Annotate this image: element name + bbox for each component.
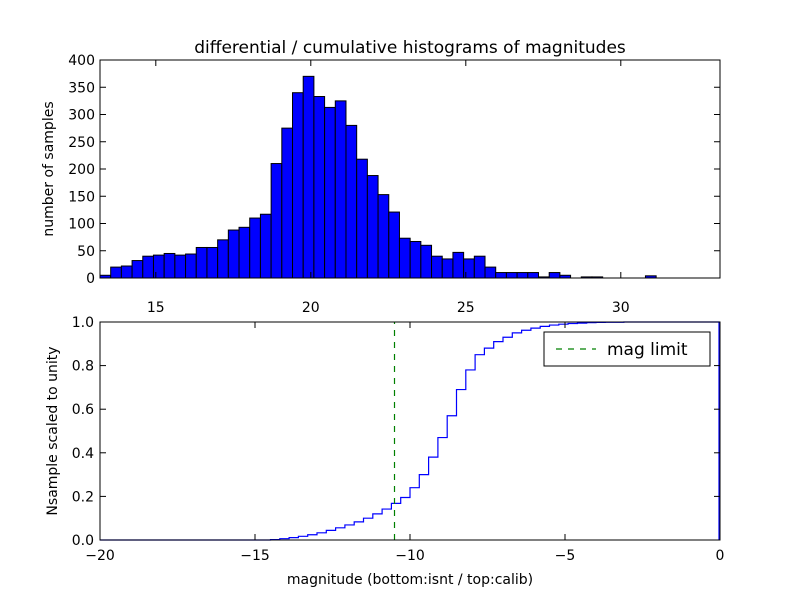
chart-title: differential / cumulative histograms of …	[194, 38, 626, 58]
bottom-x-tick-label: −20	[85, 548, 115, 564]
bottom-x-tick-label: −5	[555, 548, 576, 564]
histogram-bar	[281, 127, 294, 279]
histogram-bar	[441, 258, 454, 279]
histogram-bar	[473, 255, 486, 279]
histogram-bar	[356, 158, 368, 279]
histogram-bar	[409, 240, 422, 279]
top-x-tick-label: 30	[612, 300, 630, 316]
top-y-tick-label: 400	[68, 53, 95, 69]
bottom-x-axis-label: magnitude (bottom:isnt / top:calib)	[287, 572, 533, 588]
histogram-bar	[345, 124, 358, 279]
top-y-tick-label: 250	[68, 135, 95, 151]
histogram-bar	[259, 213, 272, 279]
histogram-bar	[217, 239, 229, 279]
top-y-tick-label: 0	[86, 271, 95, 287]
histogram-bar	[324, 106, 336, 279]
bottom-x-tick-label: 0	[716, 548, 725, 564]
histogram-bar	[152, 254, 165, 279]
histogram-bar	[334, 100, 347, 279]
bottom-y-axis-label: Nsample scaled to unity	[45, 346, 61, 515]
histogram-bar	[195, 246, 208, 279]
histogram-bar	[142, 255, 154, 279]
top-y-tick-label: 100	[68, 217, 95, 233]
histogram-bar	[206, 246, 219, 279]
top-x-tick-label: 15	[147, 300, 165, 316]
legend-label-mag-limit: mag limit	[607, 340, 688, 360]
histogram-bar	[516, 272, 529, 279]
histogram-bar	[377, 194, 390, 279]
histogram-bar	[238, 226, 251, 279]
histogram-bar	[174, 254, 187, 279]
top-y-tick-label: 150	[68, 189, 95, 205]
bottom-y-tick-label: 0.6	[72, 402, 94, 418]
top-y-axis-label: number of samples	[41, 101, 57, 236]
top-y-tick-label: 300	[68, 108, 95, 124]
bottom-cumulative-panel: Nsample scaled to unity magnitude (botto…	[45, 315, 724, 588]
histogram-bar	[292, 92, 304, 279]
histogram-bar	[495, 272, 507, 279]
top-x-tick-label: 25	[457, 300, 475, 316]
top-axis-ticks: 0 50 100 150 200 250 300 350 400 15 20 25 30	[68, 53, 720, 316]
histogram-bar	[110, 266, 122, 279]
histogram-bar	[398, 237, 411, 279]
histogram-bar	[505, 272, 518, 279]
histogram-bar	[185, 253, 197, 279]
top-y-tick-label: 350	[68, 80, 95, 96]
histogram-bar	[120, 265, 133, 279]
histogram-bar	[163, 252, 176, 279]
histogram-bars	[99, 75, 657, 279]
top-x-tick-label: 20	[302, 300, 320, 316]
top-histogram-panel: differential / cumulative histograms of …	[41, 38, 721, 316]
histogram-bar	[227, 229, 240, 279]
bottom-y-tick-label: 0.8	[72, 359, 94, 375]
bottom-axis-ticks: 0.0 0.2 0.4 0.6 0.8 1.0 −20 −15 −10 −5 0	[72, 315, 725, 564]
bottom-x-tick-label: −15	[240, 548, 270, 564]
histogram-bar	[484, 266, 497, 279]
legend: mag limit	[543, 331, 711, 367]
histogram-bar	[463, 258, 475, 279]
bottom-x-tick-label: −10	[395, 548, 425, 564]
histogram-bar	[249, 217, 261, 279]
top-y-tick-label: 50	[77, 244, 95, 260]
histogram-bar	[452, 251, 465, 279]
histogram-bar	[431, 255, 443, 279]
histogram-bar	[270, 163, 283, 279]
histogram-bar	[131, 260, 144, 279]
histogram-bar	[366, 175, 379, 279]
histogram-bar	[420, 244, 433, 279]
bottom-y-tick-label: 0.2	[72, 489, 94, 505]
histogram-bar	[548, 272, 561, 279]
histogram-bar	[313, 96, 326, 279]
top-y-tick-label: 200	[68, 162, 95, 178]
histogram-bar	[388, 211, 400, 279]
bottom-y-tick-label: 1.0	[72, 315, 94, 331]
histogram-bar	[527, 272, 539, 279]
bottom-y-tick-label: 0.4	[72, 446, 94, 462]
histogram-bar	[302, 75, 315, 279]
bottom-y-tick-label: 0.0	[72, 533, 94, 549]
